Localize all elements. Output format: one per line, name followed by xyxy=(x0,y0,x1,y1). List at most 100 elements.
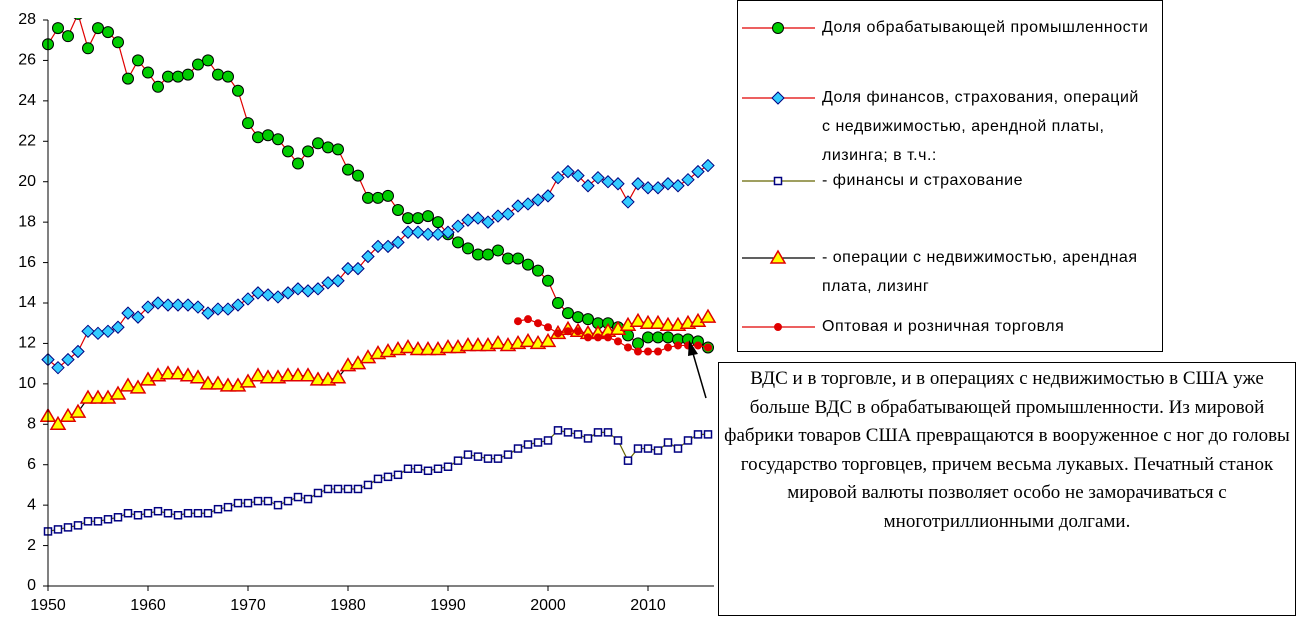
marker xyxy=(489,334,507,350)
marker xyxy=(551,170,565,185)
y-tick-label: 16 xyxy=(18,254,36,271)
marker xyxy=(402,212,414,225)
marker xyxy=(282,145,294,158)
marker xyxy=(459,336,477,352)
marker xyxy=(169,365,187,380)
marker xyxy=(112,36,124,49)
marker xyxy=(233,498,243,508)
marker xyxy=(279,367,297,382)
marker xyxy=(439,338,457,354)
marker xyxy=(93,517,103,526)
marker xyxy=(473,452,483,461)
marker xyxy=(553,426,563,435)
marker xyxy=(623,456,633,465)
marker xyxy=(613,436,623,445)
marker xyxy=(281,286,295,300)
marker xyxy=(573,430,583,439)
marker xyxy=(81,324,95,339)
marker xyxy=(483,454,493,463)
marker xyxy=(533,438,543,447)
marker xyxy=(323,484,333,494)
marker xyxy=(491,209,505,223)
marker xyxy=(634,347,642,356)
marker xyxy=(331,274,345,288)
marker xyxy=(542,274,554,287)
y-tick-label: 8 xyxy=(27,416,36,433)
marker xyxy=(493,454,503,463)
marker xyxy=(401,225,415,239)
marker xyxy=(299,367,317,382)
marker xyxy=(171,298,185,312)
x-tick-label: 2010 xyxy=(630,597,666,614)
marker xyxy=(329,369,347,384)
marker xyxy=(604,333,612,342)
marker xyxy=(453,456,463,465)
marker xyxy=(664,343,672,352)
marker xyxy=(53,525,63,534)
marker xyxy=(541,189,555,203)
marker xyxy=(433,464,443,474)
marker xyxy=(353,484,363,494)
marker xyxy=(321,276,335,290)
marker xyxy=(554,329,562,338)
marker xyxy=(419,341,437,356)
marker xyxy=(563,428,573,437)
marker xyxy=(512,252,524,265)
marker xyxy=(632,337,644,350)
y-tick-label: 18 xyxy=(18,213,36,230)
marker xyxy=(601,175,615,189)
marker xyxy=(69,403,87,418)
marker xyxy=(501,207,515,221)
marker xyxy=(653,446,663,455)
marker xyxy=(203,508,213,518)
marker xyxy=(451,219,465,233)
marker xyxy=(382,189,394,202)
marker xyxy=(113,513,123,522)
marker xyxy=(411,225,425,239)
marker xyxy=(163,508,173,518)
marker xyxy=(639,314,657,329)
marker xyxy=(443,462,453,471)
marker xyxy=(301,284,315,298)
marker xyxy=(521,197,535,211)
marker xyxy=(129,379,147,394)
marker xyxy=(252,131,264,144)
marker xyxy=(471,211,485,225)
marker xyxy=(363,480,373,490)
marker xyxy=(673,444,683,453)
marker xyxy=(291,282,305,296)
marker xyxy=(399,338,417,354)
marker xyxy=(461,213,475,227)
annotation: ВДС и в торговле, и в операциях с недвиж… xyxy=(718,362,1296,616)
marker xyxy=(71,344,85,359)
marker xyxy=(201,306,215,320)
marker xyxy=(342,163,354,176)
marker xyxy=(151,296,165,310)
marker xyxy=(662,331,674,344)
marker xyxy=(202,54,214,67)
marker xyxy=(671,179,685,193)
y-tick-label: 24 xyxy=(18,92,36,109)
marker xyxy=(523,440,533,449)
marker xyxy=(182,68,194,81)
marker xyxy=(771,91,785,105)
marker xyxy=(372,191,384,204)
marker xyxy=(641,181,655,195)
y-tick-label: 22 xyxy=(18,133,36,150)
y-tick-label: 6 xyxy=(27,456,36,473)
marker xyxy=(292,157,304,170)
marker xyxy=(79,389,97,404)
marker xyxy=(643,444,653,453)
marker xyxy=(423,466,433,476)
y-tick-label: 28 xyxy=(18,11,36,28)
marker xyxy=(92,22,104,35)
marker xyxy=(651,181,665,195)
marker xyxy=(774,323,782,331)
marker xyxy=(621,195,635,209)
marker xyxy=(393,470,403,480)
marker xyxy=(674,341,682,350)
marker xyxy=(219,377,237,392)
marker xyxy=(624,343,632,352)
marker xyxy=(694,341,702,350)
